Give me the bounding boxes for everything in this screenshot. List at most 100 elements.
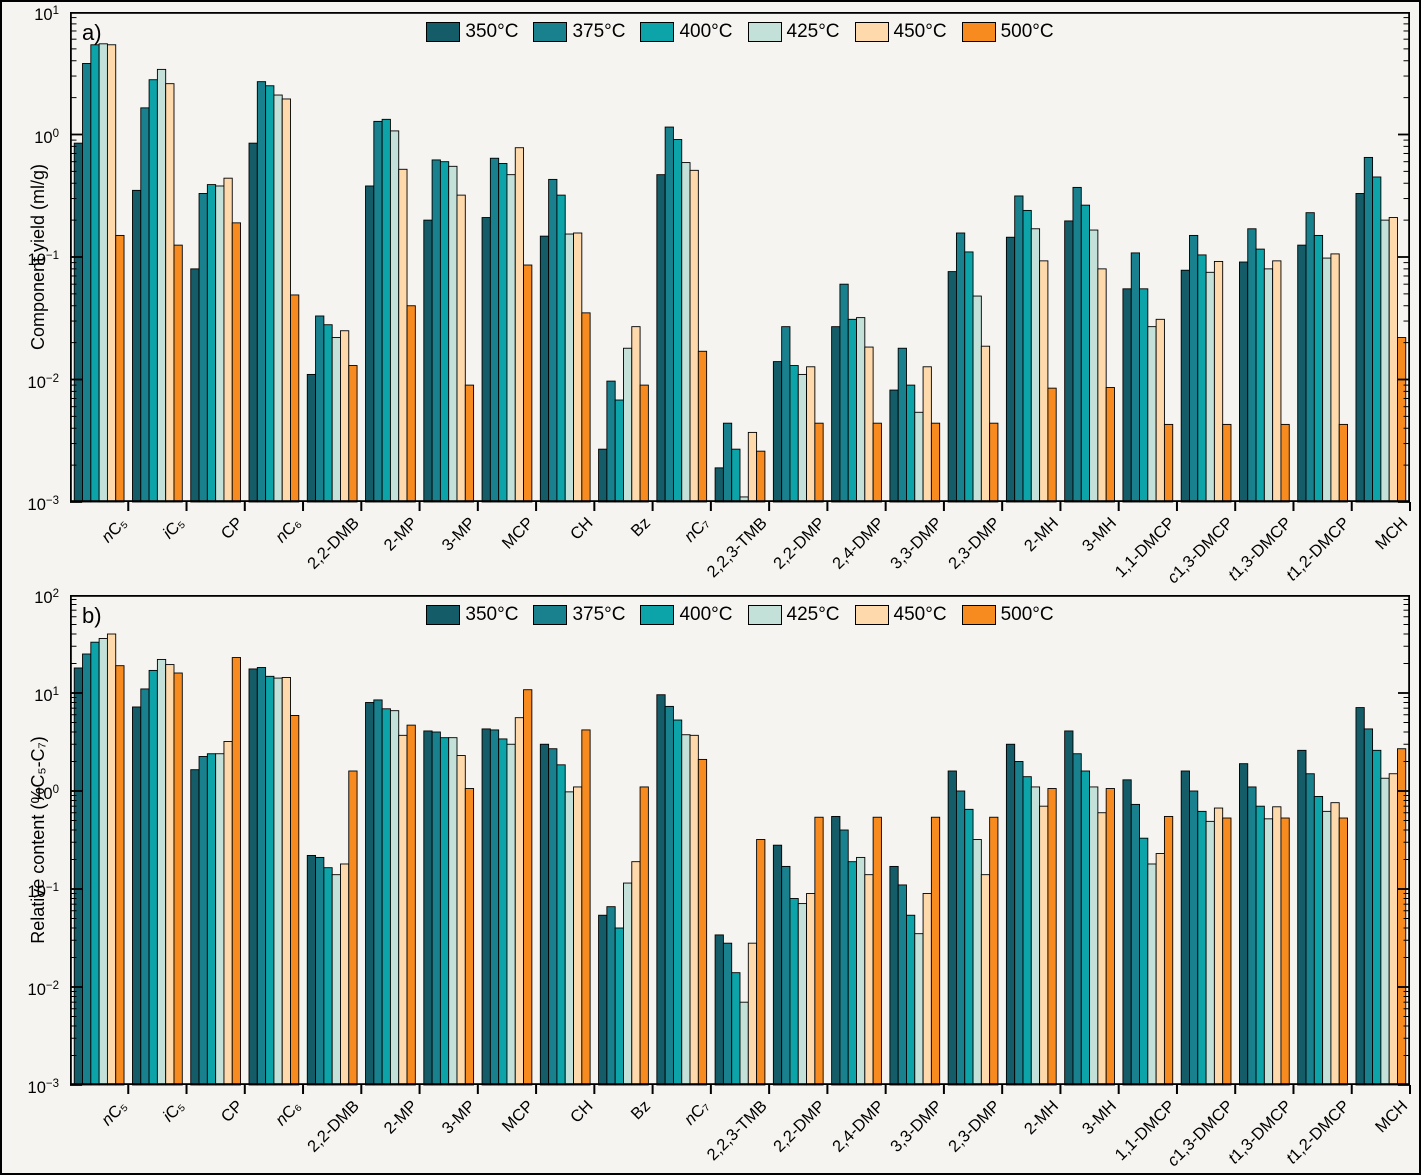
bar	[389, 130, 400, 503]
y-tick-label: 102	[34, 588, 59, 607]
bar	[623, 882, 633, 1086]
italic-prefix: t	[1224, 1151, 1241, 1168]
bar	[631, 861, 641, 1086]
legend-swatch	[533, 605, 568, 625]
legend-label: 425°C	[786, 21, 840, 42]
x-tick-label: CH	[566, 1097, 597, 1127]
bar	[98, 43, 108, 503]
bar	[772, 844, 783, 1086]
bar	[1280, 817, 1290, 1086]
bar	[722, 422, 733, 503]
bar	[464, 384, 475, 503]
bar	[1297, 749, 1307, 1086]
bar	[448, 737, 458, 1086]
bar	[839, 283, 849, 503]
legend-swatch	[426, 605, 461, 625]
bar	[1072, 186, 1082, 503]
bar	[340, 863, 350, 1086]
italic-prefix: i	[159, 1110, 176, 1126]
legend: 350°C 375°C 400°C 425°C 450°C 500°C	[70, 17, 1410, 47]
bar	[614, 927, 624, 1086]
bar	[1139, 288, 1149, 503]
bar	[1263, 268, 1274, 503]
bar	[1030, 786, 1041, 1086]
bar	[947, 770, 957, 1086]
bar	[1030, 228, 1041, 503]
bar	[1155, 318, 1165, 503]
bar	[1089, 229, 1099, 503]
bar	[1064, 220, 1074, 503]
legend-label: 400°C	[679, 21, 733, 42]
x-tick-label: 2-MP	[380, 1097, 422, 1138]
x-tick-label: 2,2,3-TMB	[703, 1097, 771, 1165]
bar	[772, 361, 783, 503]
bar	[1163, 815, 1174, 1086]
bar	[248, 142, 258, 503]
bar	[132, 706, 142, 1086]
bar	[523, 264, 533, 503]
bar	[323, 324, 333, 503]
plot-area-a	[70, 12, 1411, 511]
bar	[423, 730, 433, 1086]
bar	[306, 373, 317, 503]
bar	[190, 769, 200, 1086]
bar	[156, 68, 167, 503]
bar	[831, 815, 841, 1086]
bar	[206, 184, 217, 503]
bar	[1130, 803, 1140, 1086]
bar	[489, 729, 500, 1086]
bar	[672, 139, 683, 503]
x-tick-label: MCH	[1372, 514, 1412, 554]
legend: 350°C 375°C 400°C 425°C 450°C 500°C	[70, 600, 1410, 630]
bar	[1247, 228, 1257, 503]
bar	[664, 126, 674, 503]
bar	[1330, 802, 1340, 1086]
bar	[406, 305, 416, 503]
bar	[256, 667, 267, 1086]
x-tick-label: 3-MH	[1079, 514, 1121, 556]
bar	[198, 756, 208, 1086]
bar	[1213, 807, 1224, 1086]
bar	[1147, 863, 1157, 1086]
italic-prefix: n	[680, 1109, 701, 1129]
bar	[1064, 730, 1074, 1086]
bar	[1022, 776, 1032, 1086]
bar	[73, 667, 83, 1086]
bar	[955, 232, 966, 503]
bar	[1005, 236, 1016, 503]
bar	[448, 165, 458, 503]
legend-swatch	[854, 22, 889, 42]
bar	[281, 98, 291, 503]
x-tick-label: nC₇	[680, 514, 713, 546]
bar	[606, 906, 616, 1086]
legend-label: 500°C	[1000, 21, 1054, 42]
bar	[1305, 773, 1315, 1086]
bar	[722, 942, 733, 1086]
bar	[1097, 268, 1107, 503]
bar	[623, 347, 633, 503]
bar	[672, 719, 683, 1086]
bar	[914, 933, 924, 1086]
x-tick-label: MCP	[499, 514, 538, 553]
y-tick-label: 101	[34, 686, 59, 705]
legend-swatch	[854, 605, 889, 625]
bar	[631, 326, 641, 503]
bar	[1330, 253, 1340, 503]
bar	[1338, 423, 1348, 503]
bar	[539, 235, 550, 503]
bar	[856, 856, 866, 1086]
bar	[1122, 779, 1132, 1086]
legend-label: 350°C	[465, 21, 519, 42]
bar	[173, 672, 183, 1086]
y-tick-label: 10−1	[27, 882, 59, 901]
bar	[481, 728, 491, 1086]
x-tick-label: 3-MP	[438, 514, 480, 555]
bar	[1322, 257, 1332, 503]
bar	[864, 346, 874, 503]
bar	[747, 942, 758, 1086]
bar	[290, 715, 300, 1086]
bar	[739, 1001, 749, 1086]
bar	[1072, 753, 1082, 1086]
bar	[1147, 326, 1157, 503]
bar	[348, 365, 358, 503]
